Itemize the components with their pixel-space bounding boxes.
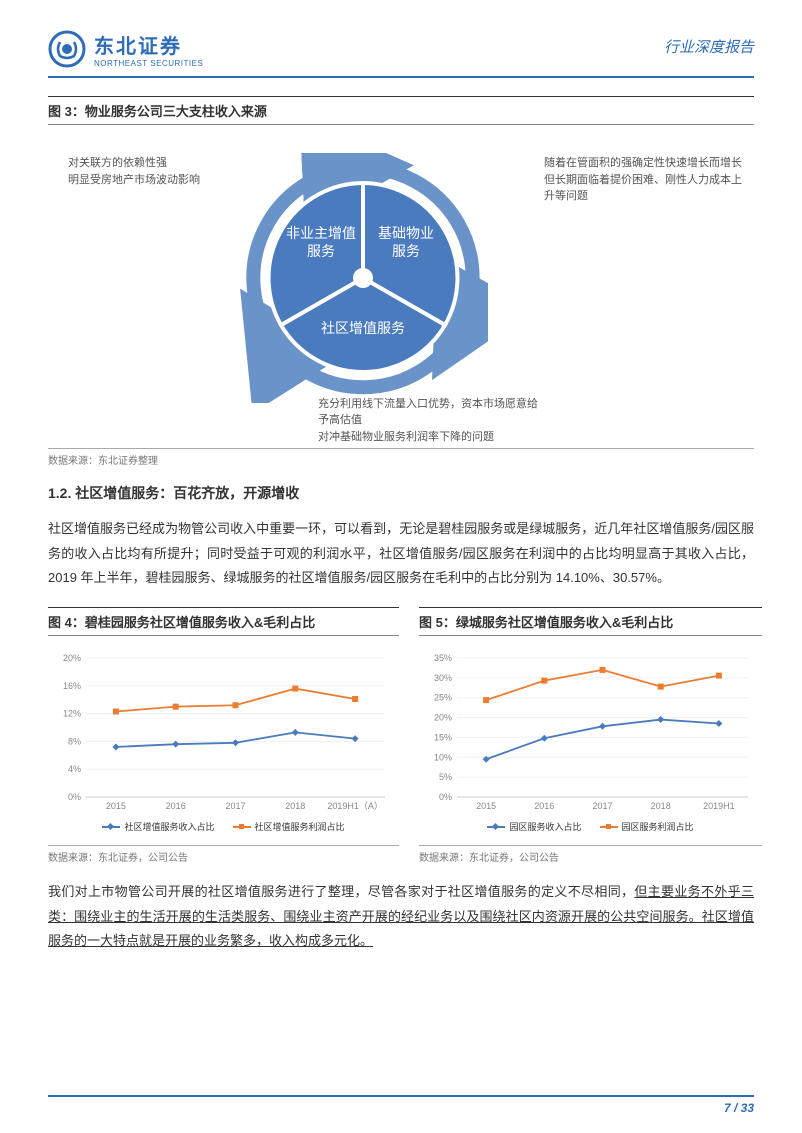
annot-text: 但长期面临着提价困难、刚性人力成本上升等问题 [544,172,744,205]
svg-text:8%: 8% [68,736,81,746]
chart-legend: 社区增值服务收入占比 社区增值服务利润占比 [52,820,395,833]
svg-text:15%: 15% [434,732,452,742]
svg-text:20%: 20% [63,653,81,663]
page-number: 7 / 33 [724,1101,754,1115]
legend-label: 园区服务利润占比 [622,820,694,833]
legend-label: 社区增值服务收入占比 [124,820,214,833]
annot-text: 对冲基础物业服务利润率下降的问题 [318,429,548,446]
svg-text:2019H1（A）: 2019H1（A） [327,801,383,811]
svg-text:35%: 35% [434,653,452,663]
svg-text:10%: 10% [434,752,452,762]
annot-text: 明显受房地产市场波动影响 [68,172,228,189]
svg-text:2016: 2016 [534,801,554,811]
fig3-diagram: 对关联方的依赖性强 明显受房地产市场波动影响 随着在管面积的强确定性快速增长而增… [48,135,754,445]
svg-text:20%: 20% [434,713,452,723]
fig3-annot-right: 随着在管面积的强确定性快速增长而增长 但长期面临着提价困难、刚性人力成本上升等问… [544,155,744,205]
svg-text:4%: 4% [68,764,81,774]
three-pillar-circle: 非业主增值服务 基础物业服务 社区增值服务 [238,153,488,403]
svg-text:2016: 2016 [166,801,186,811]
fig4-fig5-row: 图 4：碧桂园服务社区增值服务收入&毛利占比 0% 4% 8% 12% 16% 20% 20… [48,607,754,880]
svg-text:2018: 2018 [651,801,671,811]
fig4-chart: 0% 4% 8% 12% 16% 20% 2015 2016 2017 2018 2019H1（A）… [48,642,399,842]
annot-text: 随着在管面积的强确定性快速增长而增长 [544,155,744,172]
company-logo-block: 东北证券 NORTHEAST SECURITIES [48,30,203,68]
svg-text:5%: 5% [439,772,452,782]
svg-text:2017: 2017 [225,801,245,811]
svg-text:2018: 2018 [285,801,305,811]
svg-text:0%: 0% [68,792,81,802]
fig4-title: 图 4：碧桂园服务社区增值服务收入&毛利占比 [48,607,399,636]
fig4-block: 图 4：碧桂园服务社区增值服务收入&毛利占比 0% 4% 8% 12% 16% 20% 20… [48,607,399,880]
fig5-title: 图 5：绿城服务社区增值服务收入&毛利占比 [419,607,762,636]
legend-item: 园区服务利润占比 [600,820,694,833]
company-name-en: NORTHEAST SECURITIES [94,59,203,68]
fig3-circle-svg-wrap: 非业主增值服务 基础物业服务 社区增值服务 [238,153,488,403]
fig5-chart: 0% 5% 10% 15% 20% 25% 30% 35% 2015 2016 2017 2018 20… [419,642,762,842]
section-1-2-heading: 1.2. 社区增值服务：百花齐放，开源增收 [48,483,754,503]
legend-item: 社区增值服务利润占比 [233,820,345,833]
svg-text:2019H1: 2019H1 [703,801,735,811]
legend-label: 社区增值服务利润占比 [255,820,345,833]
fig4-source: 数据来源：东北证券，公司公告 [48,845,399,864]
annot-text: 对关联方的依赖性强 [68,155,228,172]
fig5-source: 数据来源：东北证券，公司公告 [419,845,762,864]
fig5-block: 图 5：绿城服务社区增值服务收入&毛利占比 0% 5% 10% 15% 20% 25% 30… [419,607,762,880]
legend-item: 园区服务收入占比 [487,820,581,833]
svg-text:30%: 30% [434,673,452,683]
chart-legend: 园区服务收入占比 园区服务利润占比 [423,820,758,833]
fig3-title: 图 3：物业服务公司三大支柱收入来源 [48,96,754,125]
svg-text:16%: 16% [63,681,81,691]
closing-paragraph: 我们对上市物管公司开展的社区增值服务进行了整理，尽管各家对于社区增值服务的定义不… [48,880,754,954]
seg-label-b: 社区增值服务 [321,320,405,336]
svg-text:12%: 12% [63,709,81,719]
page-footer: 7 / 33 [48,1095,754,1115]
svg-text:2017: 2017 [592,801,612,811]
fig3-annot-left: 对关联方的依赖性强 明显受房地产市场波动影响 [68,155,228,188]
svg-text:2015: 2015 [106,801,126,811]
company-name-cn: 东北证券 [94,30,203,59]
legend-label: 园区服务收入占比 [509,820,581,833]
page-header: 东北证券 NORTHEAST SECURITIES 行业深度报告 [48,30,754,78]
para2-pre: 我们对上市物管公司开展的社区增值服务进行了整理，尽管各家对于社区增值服务的定义不… [48,884,634,899]
svg-text:0%: 0% [439,792,452,802]
section-1-2-para1: 社区增值服务已经成为物管公司收入中重要一环，可以看到，无论是碧桂园服务或是绿城服… [48,517,754,591]
svg-text:25%: 25% [434,693,452,703]
report-type-label: 行业深度报告 [664,30,754,57]
svg-text:2015: 2015 [476,801,496,811]
company-logo-icon [48,30,86,68]
fig3-source: 数据来源：东北证券整理 [48,448,754,467]
legend-item: 社区增值服务收入占比 [102,820,214,833]
